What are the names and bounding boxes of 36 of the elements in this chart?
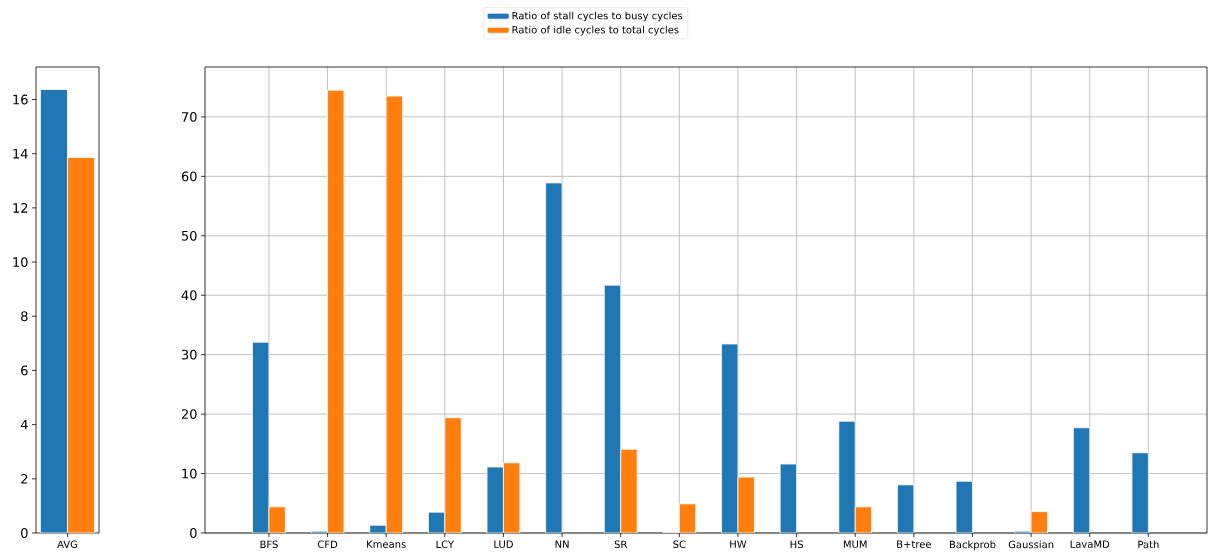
x-tick-label: HS (790, 540, 803, 549)
y-tick-label: 70 (182, 112, 197, 122)
x-tick-label: LUD (494, 540, 513, 548)
x-tick-label: LavaMD (1070, 540, 1110, 548)
y-tick-label: 30 (181, 349, 197, 360)
x-tick-label: LCY (436, 540, 455, 549)
x-tick-label: B+tree (897, 540, 932, 548)
y-tick-label: 16 (13, 94, 28, 105)
y-tick-label: 4 (20, 419, 28, 430)
x-tick-label: AVG (57, 540, 78, 549)
x-tick-label: Kmeans (367, 540, 406, 548)
x-tick-label: HW (730, 540, 747, 548)
y-tick-label: 10 (13, 257, 28, 267)
y-tick-label: 8 (21, 311, 28, 322)
y-tick-label: 10 (182, 468, 197, 479)
x-tick-label: CFD (317, 540, 338, 549)
y-tick-label: 50 (181, 230, 197, 241)
legend-label: Ratio of idle cycles to total cycles (512, 25, 679, 36)
y-tick-label: 14 (13, 148, 28, 159)
y-tick-label: 6 (21, 365, 28, 376)
x-tick-label: Path (1138, 540, 1159, 549)
x-tick-label: Backprob (949, 540, 996, 551)
x-tick-label: NN (555, 540, 569, 548)
legend-label: Ratio of stall cycles to busy cycles (512, 11, 683, 22)
y-tick-label: 12 (13, 203, 28, 213)
x-tick-label: BFS (260, 540, 278, 549)
y-tick-label: 60 (181, 171, 197, 182)
x-tick-label: Gaussian (1008, 540, 1054, 549)
y-tick-label: 40 (181, 290, 197, 301)
y-tick-label: 20 (181, 409, 197, 420)
x-tick-label: SR (614, 540, 628, 549)
y-tick-label: 2 (21, 473, 28, 484)
y-tick-label: 0 (21, 528, 28, 538)
y-tick-label: 0 (190, 528, 197, 538)
x-tick-label: MUM (843, 540, 867, 548)
x-tick-label: SC (673, 540, 686, 549)
